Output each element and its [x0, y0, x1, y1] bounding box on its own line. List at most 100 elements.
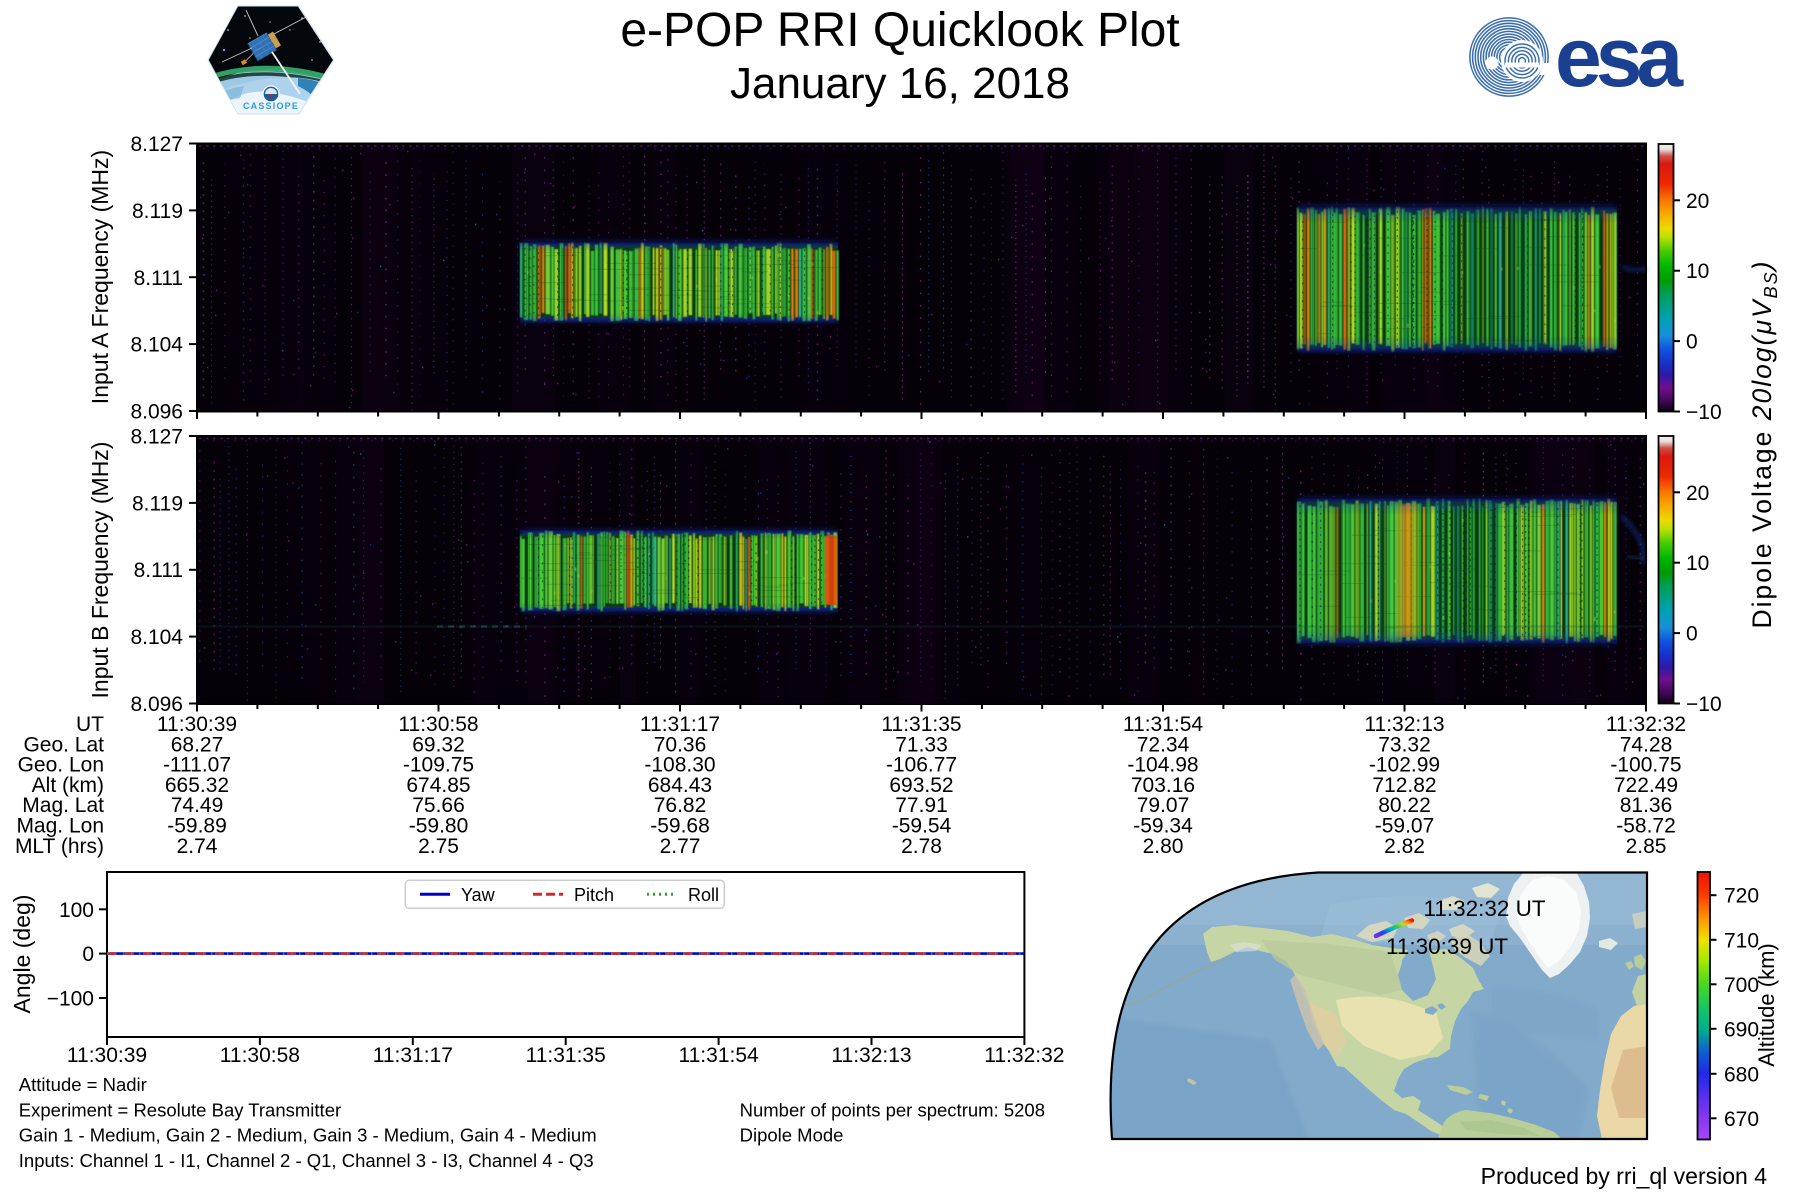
svg-text:0: 0	[1686, 331, 1698, 354]
svg-text:73.32: 73.32	[1378, 733, 1431, 756]
svg-text:674.85: 674.85	[406, 774, 470, 797]
svg-text:11:32:32 UT: 11:32:32 UT	[1424, 896, 1546, 921]
svg-text:2.74: 2.74	[177, 835, 218, 858]
svg-text:8.119: 8.119	[132, 200, 183, 223]
svg-text:-102.99: -102.99	[1369, 754, 1440, 777]
svg-text:11:31:17: 11:31:17	[640, 713, 720, 736]
svg-text:11:31:17: 11:31:17	[373, 1044, 453, 1067]
svg-text:11:31:54: 11:31:54	[1123, 713, 1204, 736]
svg-text:69.32: 69.32	[412, 733, 465, 756]
svg-text:74.28: 74.28	[1620, 733, 1673, 756]
svg-text:2.80: 2.80	[1143, 835, 1184, 858]
svg-text:-111.07: -111.07	[163, 754, 231, 777]
svg-text:722.49: 722.49	[1614, 774, 1678, 797]
svg-text:esa: esa	[1555, 10, 1684, 104]
svg-text:8.111: 8.111	[134, 559, 183, 582]
svg-text:20: 20	[1686, 482, 1709, 505]
svg-text:74.49: 74.49	[171, 794, 224, 817]
svg-text:11:30:58: 11:30:58	[220, 1044, 300, 1067]
svg-text:Yaw: Yaw	[461, 885, 496, 905]
svg-text:0: 0	[1686, 623, 1698, 646]
svg-text:703.16: 703.16	[1131, 774, 1195, 797]
svg-text:11:31:35: 11:31:35	[881, 713, 961, 736]
svg-text:January 16, 2018: January 16, 2018	[730, 59, 1070, 108]
svg-text:11:31:35: 11:31:35	[526, 1044, 606, 1067]
svg-text:Dipole Voltage 20log(μVBS): Dipole Voltage 20log(μVBS)	[1747, 260, 1781, 629]
svg-text:Roll: Roll	[688, 885, 719, 905]
svg-text:−10: −10	[1686, 401, 1722, 424]
svg-text:Angle (deg): Angle (deg)	[9, 895, 35, 1014]
svg-text:Gain 1 - Medium, Gain 2 - Medi: Gain 1 - Medium, Gain 2 - Medium, Gain 3…	[19, 1125, 597, 1146]
svg-text:8.111: 8.111	[134, 267, 183, 290]
svg-text:Experiment = Resolute Bay Tran: Experiment = Resolute Bay Transmitter	[19, 1099, 341, 1120]
svg-text:Altitude (km): Altitude (km)	[1754, 943, 1779, 1066]
svg-text:11:30:58: 11:30:58	[398, 713, 478, 736]
svg-text:71.33: 71.33	[895, 733, 948, 756]
svg-text:Geo. Lon: Geo. Lon	[18, 754, 104, 777]
svg-text:690: 690	[1724, 1018, 1759, 1041]
svg-text:8.127: 8.127	[130, 133, 183, 156]
svg-text:Dipole Mode: Dipole Mode	[740, 1125, 844, 1146]
svg-text:2.78: 2.78	[901, 835, 942, 858]
svg-text:70.36: 70.36	[654, 733, 707, 756]
svg-text:720: 720	[1724, 885, 1759, 908]
svg-text:−10: −10	[1686, 693, 1722, 716]
svg-text:2.75: 2.75	[418, 835, 459, 858]
svg-text:712.82: 712.82	[1372, 774, 1436, 797]
svg-text:684.43: 684.43	[648, 774, 712, 797]
svg-text:-109.75: -109.75	[403, 754, 474, 777]
svg-text:2.77: 2.77	[660, 835, 701, 858]
svg-text:693.52: 693.52	[889, 774, 953, 797]
svg-text:76.82: 76.82	[654, 794, 707, 817]
svg-text:CASSIOPE: CASSIOPE	[243, 101, 299, 111]
svg-text:-58.72: -58.72	[1616, 815, 1676, 838]
svg-text:11:31:54: 11:31:54	[679, 1044, 760, 1067]
svg-text:72.34: 72.34	[1137, 733, 1190, 756]
svg-text:Pitch: Pitch	[574, 885, 614, 905]
svg-text:11:32:13: 11:32:13	[1364, 713, 1444, 736]
svg-text:Mag. Lon: Mag. Lon	[16, 815, 104, 838]
svg-text:Input A Frequency (MHz): Input A Frequency (MHz)	[87, 150, 113, 404]
svg-text:8.127: 8.127	[130, 426, 183, 449]
svg-text:Inputs: Channel 1 - I1, Channe: Inputs: Channel 1 - I1, Channel 2 - Q1, …	[19, 1150, 594, 1171]
svg-text:11:32:32: 11:32:32	[1606, 713, 1686, 736]
svg-text:100: 100	[59, 899, 94, 922]
svg-text:-59.07: -59.07	[1375, 815, 1435, 838]
svg-text:80.22: 80.22	[1378, 794, 1431, 817]
svg-text:2.85: 2.85	[1626, 835, 1667, 858]
svg-text:-59.34: -59.34	[1133, 815, 1193, 838]
svg-text:8.104: 8.104	[130, 626, 183, 649]
svg-text:680: 680	[1724, 1063, 1759, 1086]
svg-text:79.07: 79.07	[1137, 794, 1190, 817]
svg-text:11:32:32: 11:32:32	[984, 1044, 1064, 1067]
svg-text:Attitude = Nadir: Attitude = Nadir	[19, 1074, 147, 1095]
svg-text:-59.89: -59.89	[167, 815, 227, 838]
svg-text:Number of points per spectrum:: Number of points per spectrum: 5208	[740, 1099, 1045, 1120]
svg-text:-59.80: -59.80	[409, 815, 469, 838]
svg-text:700: 700	[1724, 974, 1759, 997]
svg-text:−100: −100	[47, 988, 94, 1011]
svg-text:-104.98: -104.98	[1127, 754, 1198, 777]
svg-text:-108.30: -108.30	[644, 754, 715, 777]
svg-text:-59.68: -59.68	[650, 815, 710, 838]
svg-text:11:30:39: 11:30:39	[67, 1044, 147, 1067]
svg-text:77.91: 77.91	[895, 794, 948, 817]
svg-text:8.119: 8.119	[132, 492, 183, 515]
svg-text:MLT (hrs): MLT (hrs)	[15, 835, 104, 858]
svg-text:8.096: 8.096	[130, 401, 183, 424]
svg-text:UT: UT	[76, 713, 104, 736]
svg-text:710: 710	[1724, 929, 1759, 952]
svg-text:20: 20	[1686, 190, 1709, 213]
svg-text:2.82: 2.82	[1384, 835, 1425, 858]
svg-text:68.27: 68.27	[171, 733, 224, 756]
svg-text:e-POP RRI Quicklook Plot: e-POP RRI Quicklook Plot	[620, 4, 1179, 57]
svg-text:8.104: 8.104	[130, 334, 183, 357]
svg-text:81.36: 81.36	[1620, 794, 1673, 817]
svg-text:-106.77: -106.77	[886, 754, 957, 777]
svg-text:Input B Frequency (MHz): Input B Frequency (MHz)	[87, 442, 113, 699]
svg-text:665.32: 665.32	[165, 774, 229, 797]
svg-text:Alt (km): Alt (km)	[32, 774, 104, 797]
svg-text:-59.54: -59.54	[892, 815, 952, 838]
svg-text:Geo. Lat: Geo. Lat	[23, 733, 104, 756]
svg-text:Mag. Lat: Mag. Lat	[22, 794, 104, 817]
